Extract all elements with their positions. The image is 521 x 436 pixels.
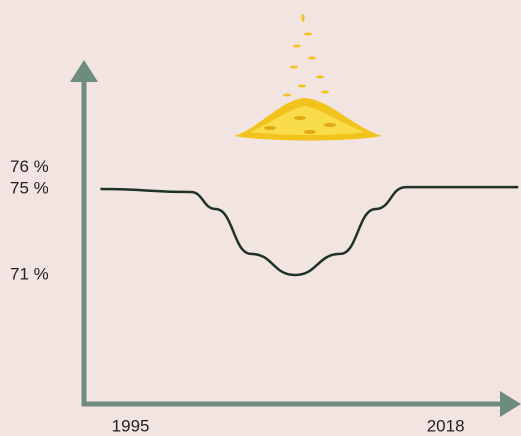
y-axis-arrow <box>70 60 98 82</box>
y-tick-label: 75 % <box>10 178 49 197</box>
y-tick-label: 71 % <box>10 264 49 283</box>
x-axis-arrow <box>500 391 521 417</box>
x-tick-label: 1995 <box>112 416 150 435</box>
coin-pile <box>234 14 382 141</box>
chart: 71 % 75 % 76 % 1995 2018 <box>0 0 521 436</box>
x-tick-label: 2018 <box>427 416 465 435</box>
line <box>100 187 518 275</box>
y-tick-label: 76 % <box>10 157 49 176</box>
